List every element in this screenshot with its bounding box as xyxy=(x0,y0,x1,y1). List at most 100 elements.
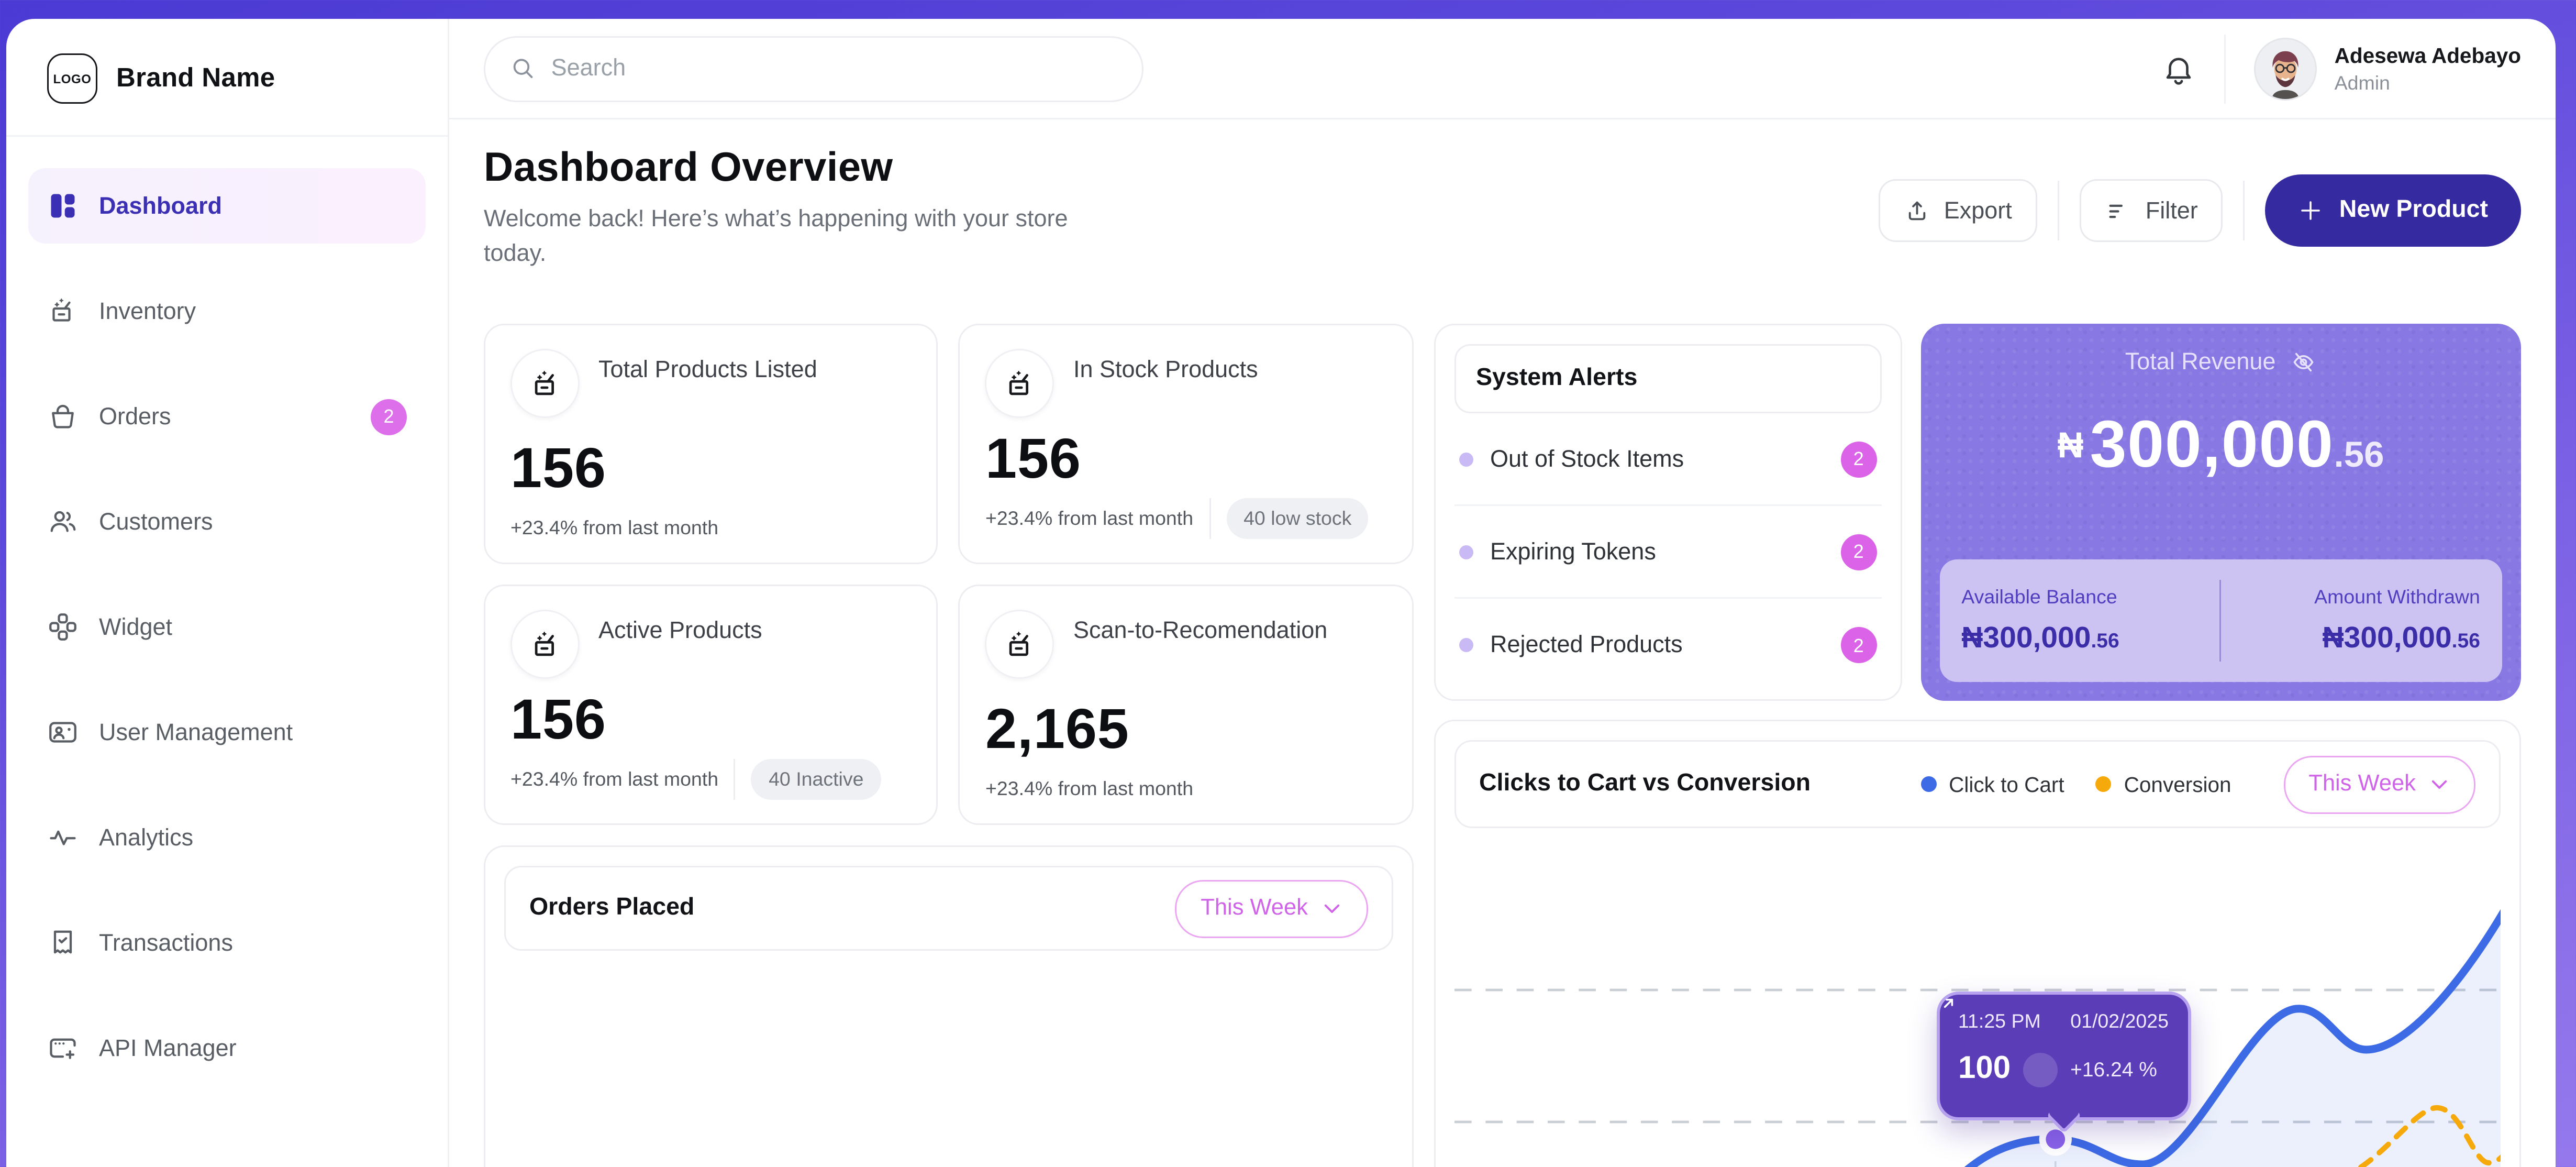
stat-change: +23.4% from last month xyxy=(510,517,719,539)
clicks-period-dropdown[interactable]: This Week xyxy=(2283,755,2475,813)
sidebar-item-orders[interactable]: Orders 2 xyxy=(28,379,426,454)
user-management-icon xyxy=(49,722,76,743)
stat-card-active-products: Active Products 156 +23.4% from last mon… xyxy=(484,585,938,825)
eye-off-icon[interactable] xyxy=(2290,349,2316,376)
alert-count-badge: 2 xyxy=(1840,441,1877,477)
stat-title: Active Products xyxy=(598,618,762,644)
orders-placed-card: Orders Placed This Week 20k xyxy=(484,845,1413,1167)
orders-period-value: This Week xyxy=(1201,896,1308,921)
tooltip-time: 11:25 PM xyxy=(1958,1010,2041,1032)
alert-row-expiring-tokens[interactable]: Expiring Tokens 2 xyxy=(1453,506,1882,599)
amount-withdrawn: Amount Withdrawn ₦300,000.56 xyxy=(2240,586,2480,656)
package-icon xyxy=(534,370,553,394)
tooltip-value-row: 100 +16.24 % xyxy=(1943,998,2169,1087)
export-button[interactable]: Export xyxy=(1878,179,2037,242)
legend-conversion: Conversion xyxy=(2095,773,2231,796)
currency-symbol: ₦ xyxy=(2057,424,2084,465)
sidebar-item-label: Customers xyxy=(99,508,213,535)
stats-grid: Total Products Listed 156 +23.4% from la… xyxy=(484,324,1413,825)
stat-change: +23.4% from last month xyxy=(510,768,719,790)
stat-card-header: Total Products Listed xyxy=(510,349,912,418)
stat-title: Total Products Listed xyxy=(598,357,817,383)
revenue-balance-panel: Available Balance ₦300,000.56 Amount Wit… xyxy=(1939,559,2502,682)
app-window: LOGO Brand Name Dashboard Inventory Orde… xyxy=(6,19,2556,1167)
chart-tooltip: 11:25 PM 01/02/2025 100 +16.24 % xyxy=(1936,992,2191,1120)
stat-footer-divider xyxy=(1209,498,1211,539)
export-icon xyxy=(1908,201,1925,219)
search-box[interactable] xyxy=(484,35,1143,102)
total-revenue-card: Total Revenue ₦ 300,000.56 Available Bala… xyxy=(1920,324,2521,701)
stat-value: 156 xyxy=(510,434,606,499)
orders-period-dropdown[interactable]: This Week xyxy=(1175,879,1368,938)
sidebar-item-label: Transactions xyxy=(99,929,233,956)
trend-up-icon xyxy=(1943,998,2058,1087)
alert-dot-icon xyxy=(1458,544,1473,559)
alert-dot-icon xyxy=(1458,638,1473,652)
logo-text: LOGO xyxy=(53,71,92,86)
total-revenue-header: Total Revenue xyxy=(1939,349,2502,376)
legend-label: Click to Cart xyxy=(1949,772,2064,796)
filter-button[interactable]: Filter xyxy=(2079,179,2223,242)
dashboard-content: Dashboard Overview Welcome back! Here’s … xyxy=(449,119,2556,1167)
stat-card-scan-to-recomendation: Scan-to-Recomendation 2,165 +23.4% from … xyxy=(958,585,1413,825)
search-input[interactable] xyxy=(551,55,1117,82)
sidebar-item-dashboard[interactable]: Dashboard xyxy=(28,168,426,244)
sidebar-item-customers[interactable]: Customers xyxy=(28,484,426,559)
search-icon xyxy=(513,59,533,79)
tooltip-date: 01/02/2025 xyxy=(2070,1010,2169,1032)
package-icon-circle xyxy=(510,610,580,679)
total-revenue-amount: ₦ 300,000.56 xyxy=(1939,407,2502,482)
new-product-button[interactable]: New Product xyxy=(2265,174,2521,247)
system-alerts-card: System Alerts Out of Stock Items 2 Expir xyxy=(1433,324,1902,701)
avatar[interactable] xyxy=(2254,37,2317,100)
page-header: Dashboard Overview Welcome back! Here’s … xyxy=(484,143,2521,272)
right-top-row: System Alerts Out of Stock Items 2 Expir xyxy=(1433,324,2521,701)
alert-row-rejected-products[interactable]: Rejected Products 2 xyxy=(1454,599,1881,691)
sidebar-item-label: API Manager xyxy=(99,1034,237,1062)
sidebar-item-inventory[interactable]: Inventory xyxy=(28,273,426,349)
clicks-conversion-chart: 11:25 PM 01/02/2025 100 +16.24 % xyxy=(1453,853,2501,1167)
clicks-conversion-header: Clicks to Cart vs Conversion Click to Ca… xyxy=(1453,740,2501,828)
sidebar-item-api-manager[interactable]: API Manager xyxy=(28,1010,426,1086)
stat-card-in-stock: In Stock Products 156 +23.4% from last m… xyxy=(958,324,1413,564)
page-title: Dashboard Overview xyxy=(484,143,893,190)
topbar: Adesewa Adebayo Admin xyxy=(449,19,2556,119)
alert-label: Out of Stock Items xyxy=(1490,445,1684,472)
sidebar-item-label: Inventory xyxy=(99,298,196,325)
left-column: Total Products Listed 156 +23.4% from la… xyxy=(484,324,1413,1167)
chart-legend: Click to Cart Conversion xyxy=(1920,773,2231,796)
stat-value: 156 xyxy=(510,686,606,751)
stat-card-header: Active Products xyxy=(510,610,912,679)
customers-icon xyxy=(50,511,76,532)
sidebar-item-user-management[interactable]: User Management xyxy=(28,695,426,770)
alert-label: Rejected Products xyxy=(1490,632,1683,658)
user-name: Adesewa Adebayo xyxy=(2334,43,2521,67)
revenue-amount-fraction: .56 xyxy=(2334,434,2384,475)
inactive-pill: 40 Inactive xyxy=(751,759,881,800)
data-point-marker[interactable] xyxy=(2045,1129,2065,1149)
page-header-text: Dashboard Overview Welcome back! Here’s … xyxy=(484,143,1112,272)
orders-gridline xyxy=(504,970,1393,1167)
conversion-line xyxy=(2356,1105,2501,1167)
available-balance-label: Available Balance xyxy=(1961,585,2117,608)
legend-dot-yellow xyxy=(2095,776,2112,792)
amount-withdrawn-value: ₦300,000.56 xyxy=(2322,621,2480,655)
sidebar-item-analytics[interactable]: Analytics xyxy=(28,800,426,875)
alert-row-out-of-stock[interactable]: Out of Stock Items 2 xyxy=(1453,413,1882,506)
alert-dot-icon xyxy=(1458,452,1473,466)
orders-placed-title: Orders Placed xyxy=(529,894,695,921)
sidebar-item-transactions[interactable]: Transactions xyxy=(28,905,426,981)
revenue-amount-main: 300,000 xyxy=(2090,407,2334,481)
sidebar-item-widget[interactable]: Widget xyxy=(28,589,426,665)
right-column: System Alerts Out of Stock Items 2 Expir xyxy=(1433,324,2521,1167)
legend-dot-blue xyxy=(1920,776,1937,792)
package-icon-circle xyxy=(985,610,1054,679)
tooltip-change: +16.24 % xyxy=(2070,1058,2157,1081)
total-revenue-title: Total Revenue xyxy=(2125,349,2276,376)
clicks-conversion-title: Clicks to Cart vs Conversion xyxy=(1479,770,1811,797)
topbar-right: Adesewa Adebayo Admin xyxy=(2162,34,2521,103)
notifications-bell-icon[interactable] xyxy=(2162,51,2196,86)
export-label: Export xyxy=(1944,197,2012,224)
page-subtitle: Welcome back! Here’s what’s happening wi… xyxy=(484,206,1068,267)
